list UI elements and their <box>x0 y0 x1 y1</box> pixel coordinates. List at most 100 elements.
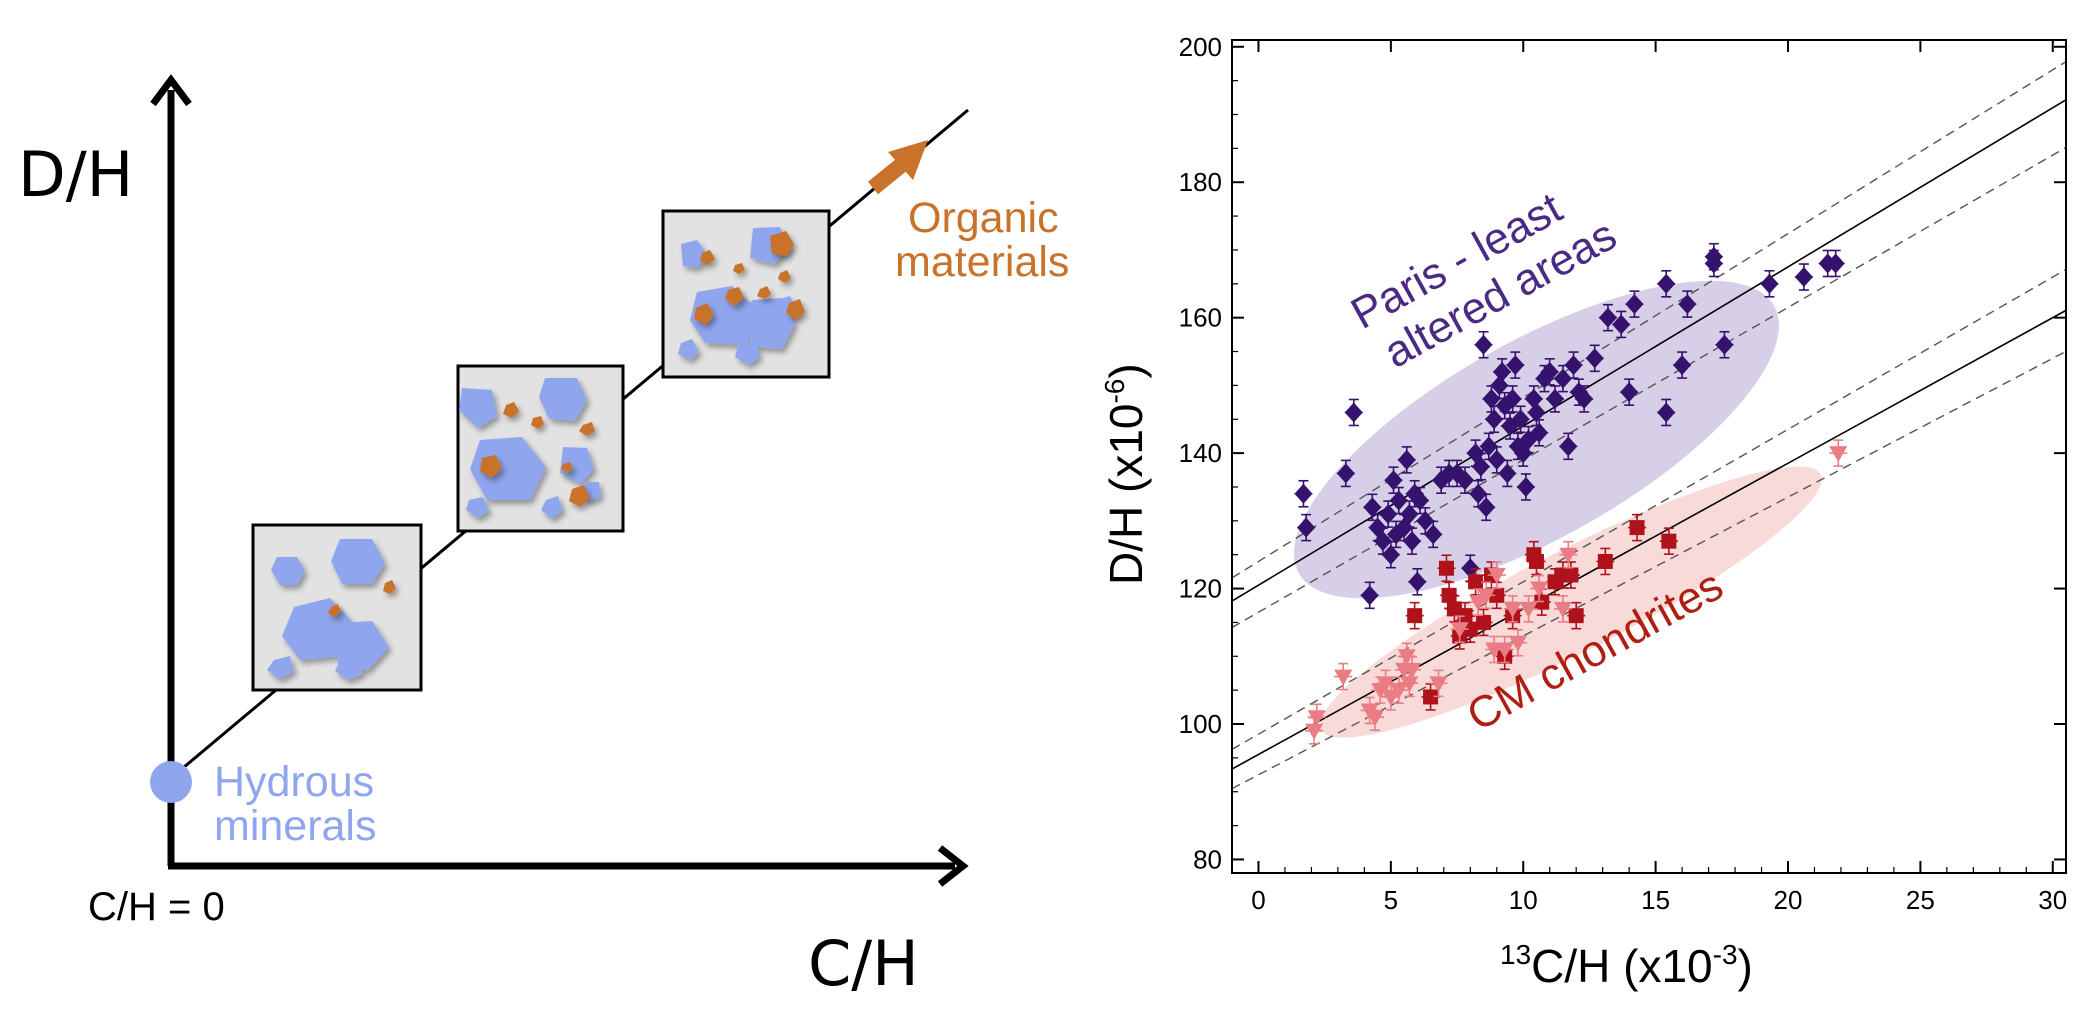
y-tick-label: 80 <box>1193 844 1222 874</box>
diamond-point <box>1477 493 1496 522</box>
square-point <box>1474 608 1493 637</box>
triangle-point <box>1530 574 1549 603</box>
schematic-x-arrowhead <box>937 845 969 887</box>
fit-line-2 <box>1231 146 2067 629</box>
triangle-point <box>1477 581 1496 610</box>
square-point <box>1437 554 1456 583</box>
triangle-point <box>1403 656 1422 684</box>
triangle-point <box>1334 662 1353 691</box>
triangle-point <box>1429 669 1448 698</box>
y-tick-label: 160 <box>1179 303 1222 333</box>
diamond-point <box>1564 351 1583 379</box>
y-tick-label: 100 <box>1179 709 1222 739</box>
x-tick-label: 20 <box>1774 885 1803 915</box>
square-point <box>1628 513 1647 542</box>
diamond-point <box>1527 398 1546 427</box>
diamond-point <box>1360 581 1379 610</box>
diamond-point <box>1612 310 1631 339</box>
diamond-point <box>1424 520 1443 549</box>
diamond-point <box>1530 418 1549 447</box>
x-tick-label: 30 <box>2038 885 2067 915</box>
triangle-point <box>1495 635 1514 664</box>
organic-label-line2: materials <box>895 238 1069 286</box>
schematic-y-arrowhead <box>150 74 192 107</box>
schematic-y-label: D/H <box>18 138 133 211</box>
diamond-point <box>1397 446 1416 474</box>
triangle-point <box>1450 615 1469 643</box>
diamond-point <box>1598 303 1617 332</box>
triangle-point <box>1389 676 1408 704</box>
hydrous-label-line1: Hydrous <box>214 758 374 806</box>
diamond-point <box>1826 249 1845 278</box>
triangle-point <box>1469 588 1488 616</box>
schematic-x-label: C/H <box>808 927 919 1000</box>
diamond-point <box>1389 486 1408 515</box>
chart-ticks: 0 5 10 15 20 25 30 80 100 120 140 160 180 200 <box>1179 32 2068 915</box>
triangle-point <box>1307 703 1326 732</box>
diamond-point <box>1673 351 1692 379</box>
diamond-point <box>1474 330 1493 359</box>
organic-arrow <box>867 140 928 195</box>
diamond-point <box>1559 432 1578 461</box>
square-point <box>1527 547 1546 576</box>
triangle-point <box>1553 595 1572 623</box>
y-tick-label: 120 <box>1179 574 1222 604</box>
y-tick-label: 140 <box>1179 438 1222 468</box>
diamond-point <box>1585 344 1604 373</box>
chart-y-label: D/H (x10-6) <box>1099 363 1152 585</box>
triangle-point <box>1559 540 1578 569</box>
hydrous-minerals-dot <box>150 761 192 803</box>
hydrous-label-line2: minerals <box>214 802 377 850</box>
diamond-point <box>1553 364 1572 393</box>
square-point <box>1596 547 1615 576</box>
diamond-point <box>1625 290 1644 318</box>
schematic-origin-label: C/H = 0 <box>88 885 225 929</box>
square-point <box>1405 601 1424 630</box>
diamond-point <box>1511 405 1530 434</box>
square-point <box>1659 527 1678 555</box>
plot-frame <box>1231 39 2067 874</box>
diamond-point <box>1455 466 1474 495</box>
square-point <box>1567 601 1586 630</box>
triangle-point <box>1365 703 1384 732</box>
schematic-panel: D/H C/H C/H = 0 Hydrous minerals Organic… <box>18 74 1069 1000</box>
chart-fit-lines <box>1231 61 2067 790</box>
diamond-point <box>1704 249 1723 278</box>
x-tick-label: 25 <box>1906 885 1935 915</box>
diamond-point <box>1575 385 1594 413</box>
diamond-point <box>1471 452 1490 481</box>
diamond-point <box>1546 385 1565 413</box>
fit-line-1 <box>1231 61 2067 579</box>
square-point <box>1421 683 1440 711</box>
fit-line-3 <box>1231 309 2067 770</box>
x-tick-label: 0 <box>1251 885 1265 915</box>
fit-line-0 <box>1231 99 2067 602</box>
diamond-point <box>1715 330 1734 359</box>
diamond-point <box>1516 473 1535 501</box>
y-tick-label: 180 <box>1179 167 1222 197</box>
x-tick-label: 10 <box>1509 885 1538 915</box>
schematic-box-low <box>251 523 423 692</box>
triangle-point <box>1487 561 1506 589</box>
diamond-point <box>1493 358 1512 386</box>
diamond-point <box>1503 385 1522 413</box>
triangle-point <box>1519 595 1538 623</box>
diamond-point <box>1657 270 1676 298</box>
y-tick-label: 200 <box>1179 32 1222 62</box>
diamond-point <box>1506 351 1525 379</box>
diamond-point <box>1344 398 1363 427</box>
schematic-box-high <box>661 209 831 379</box>
diamond-point <box>1498 459 1517 488</box>
fit-line-4 <box>1231 268 2067 751</box>
organic-label-line1: Organic <box>908 194 1059 242</box>
triangle-point <box>1508 628 1527 657</box>
diamond-point <box>1760 270 1779 298</box>
diamond-point <box>1794 263 1813 291</box>
x-tick-label: 15 <box>1641 885 1670 915</box>
diamond-point <box>1294 479 1313 508</box>
diamond-point <box>1540 358 1559 386</box>
diamond-point <box>1620 378 1639 406</box>
triangle-point <box>1829 439 1848 467</box>
